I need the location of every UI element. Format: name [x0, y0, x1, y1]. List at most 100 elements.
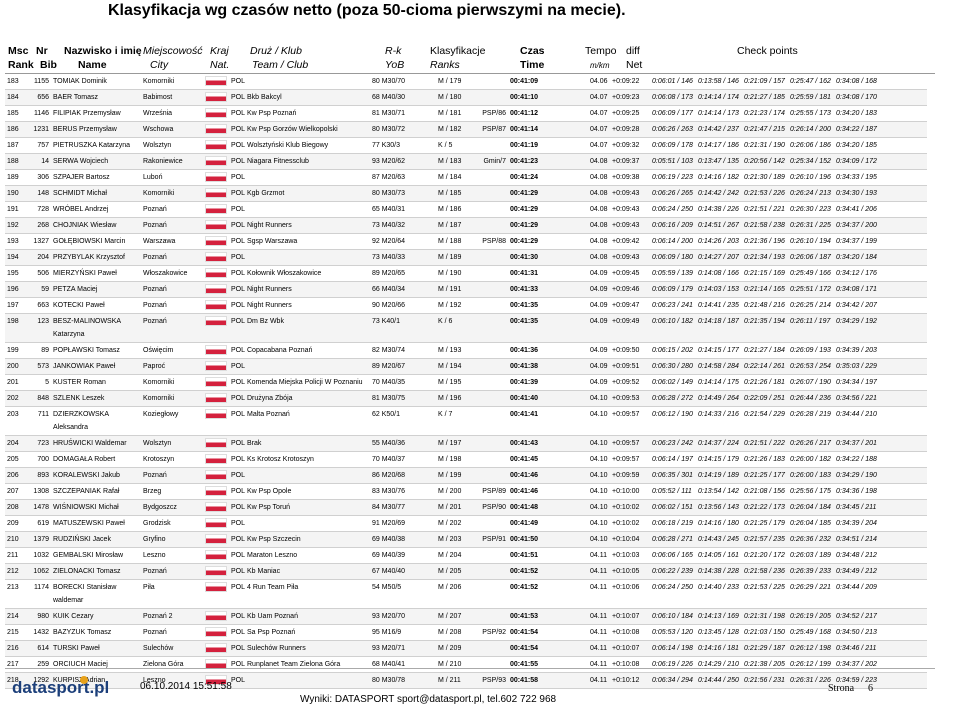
rank: 202	[5, 390, 29, 407]
city: Poznań	[141, 563, 203, 580]
checkpoint: 0:14:14 / 175	[696, 374, 742, 391]
checkpoint: 0:34:37 / 201	[834, 435, 880, 452]
category-rank: PSP/92	[470, 624, 508, 641]
nat: POL	[203, 358, 245, 375]
checkpoint: 0:26:11 / 197	[788, 313, 834, 343]
diff: +0:09:25	[610, 105, 650, 122]
city: Poznań	[141, 297, 203, 314]
checkpoint: 0:14:15 / 179	[696, 451, 742, 468]
club: Kw Psp Toruń	[245, 499, 370, 516]
pace: 04.11	[588, 547, 610, 564]
checkpoint	[880, 105, 927, 122]
checkpoint: 0:34:52 / 217	[834, 608, 880, 625]
nat-code: POL	[231, 78, 245, 85]
yob: 77 K30/3	[370, 137, 436, 154]
checkpoint: 0:26:03 / 189	[788, 547, 834, 564]
nat: POL	[203, 185, 245, 202]
checkpoint: 0:34:59 / 223	[834, 672, 880, 689]
nat-code: POL	[231, 206, 245, 213]
nat-code: POL	[231, 126, 245, 133]
rank: 205	[5, 451, 29, 468]
pace: 04.07	[588, 105, 610, 122]
nat: POL	[203, 467, 245, 484]
checkpoint	[880, 640, 927, 657]
name: PETZA Maciej	[51, 281, 141, 298]
checkpoint: 0:06:18 / 219	[650, 515, 696, 532]
checkpoint: 0:06:30 / 280	[650, 358, 696, 375]
row: 185 1146 FILIPIAK Przemysław Września POL Kw …	[5, 105, 927, 122]
time: 00:41:24	[508, 169, 588, 186]
checkpoint: 0:25:49 / 166	[788, 265, 834, 282]
nat-code: POL	[231, 318, 245, 325]
rank: 211	[5, 547, 29, 564]
checkpoint: 0:26:25 / 214	[788, 297, 834, 314]
checkpoint: 0:26:28 / 219	[788, 406, 834, 436]
checkpoint: 0:34:22 / 188	[834, 451, 880, 468]
city: Poznań	[141, 217, 203, 234]
yob: 89 M20/65	[370, 265, 436, 282]
checkpoint	[880, 435, 927, 452]
checkpoint: 0:05:52 / 111	[650, 483, 696, 500]
class-rank: M / 191	[436, 281, 470, 298]
category-rank	[470, 342, 508, 359]
pace: 04.11	[588, 656, 610, 673]
pace: 04.09	[588, 313, 610, 343]
nat-code: POL	[231, 629, 245, 636]
diff: +0:09:23	[610, 89, 650, 106]
checkpoint	[880, 515, 927, 532]
category-rank	[470, 656, 508, 673]
city: Komorniki	[141, 185, 203, 202]
class-rank: M / 210	[436, 656, 470, 673]
checkpoint: 0:26:36 / 232	[788, 531, 834, 548]
checkpoint: 0:14:13 / 169	[696, 608, 742, 625]
time: 00:41:54	[508, 640, 588, 657]
row: 195 506 MIERZYŃSKI Paweł Włoszakowice POL Koł…	[5, 265, 927, 282]
checkpoint: 0:14:15 / 177	[696, 342, 742, 359]
class-rank: M / 196	[436, 390, 470, 407]
checkpoint: 0:06:02 / 151	[650, 499, 696, 516]
bib: 1062	[29, 563, 51, 580]
name: BORECKI Stanisław waldemar	[51, 579, 141, 609]
class-rank: M / 179	[436, 74, 470, 90]
row: 183 1155 TOMIAK Dominik Komorniki POL 80 M30/…	[5, 74, 927, 90]
club: Dm Bz Wbk	[245, 313, 370, 343]
time: 00:41:35	[508, 297, 588, 314]
checkpoint: 0:26:10 / 196	[788, 169, 834, 186]
time: 00:41:46	[508, 483, 588, 500]
time: 00:41:38	[508, 358, 588, 375]
checkpoint: 0:26:53 / 254	[788, 358, 834, 375]
yob: 55 M40/36	[370, 435, 436, 452]
club: Kw Psp Szczecin	[245, 531, 370, 548]
class-rank: M / 198	[436, 451, 470, 468]
checkpoint: 0:06:24 / 250	[650, 201, 696, 218]
checkpoint: 0:21:29 / 187	[742, 640, 788, 657]
flag	[205, 124, 227, 135]
diff: +0:09:43	[610, 217, 650, 234]
pace: 04.08	[588, 185, 610, 202]
checkpoint: 0:06:35 / 301	[650, 467, 696, 484]
checkpoint: 0:21:25 / 177	[742, 467, 788, 484]
diff: +0:09:47	[610, 297, 650, 314]
checkpoint: 0:06:08 / 173	[650, 89, 696, 106]
category-rank	[470, 74, 508, 90]
header: Nr	[36, 45, 48, 57]
page-label: Strona	[828, 683, 855, 694]
name: PRZYBYLAK Krzysztof	[51, 249, 141, 266]
yob: 80 M30/70	[370, 74, 436, 90]
bib: 1174	[29, 579, 51, 609]
rank: 183	[5, 74, 29, 90]
name: MATUSZEWSKI Paweł	[51, 515, 141, 532]
nat: POL	[203, 579, 245, 609]
yob: 68 M40/30	[370, 89, 436, 106]
flag	[205, 518, 227, 529]
nat-code: POL	[231, 270, 245, 277]
city: Wolsztyn	[141, 435, 203, 452]
checkpoint: 0:26:06 / 186	[788, 137, 834, 154]
class-rank: M / 192	[436, 297, 470, 314]
category-rank	[470, 169, 508, 186]
checkpoint: 0:21:51 / 222	[742, 435, 788, 452]
checkpoint: 0:06:14 / 197	[650, 451, 696, 468]
diff: +0:09:46	[610, 281, 650, 298]
time: 00:41:40	[508, 390, 588, 407]
class-rank: K / 7	[436, 406, 470, 436]
